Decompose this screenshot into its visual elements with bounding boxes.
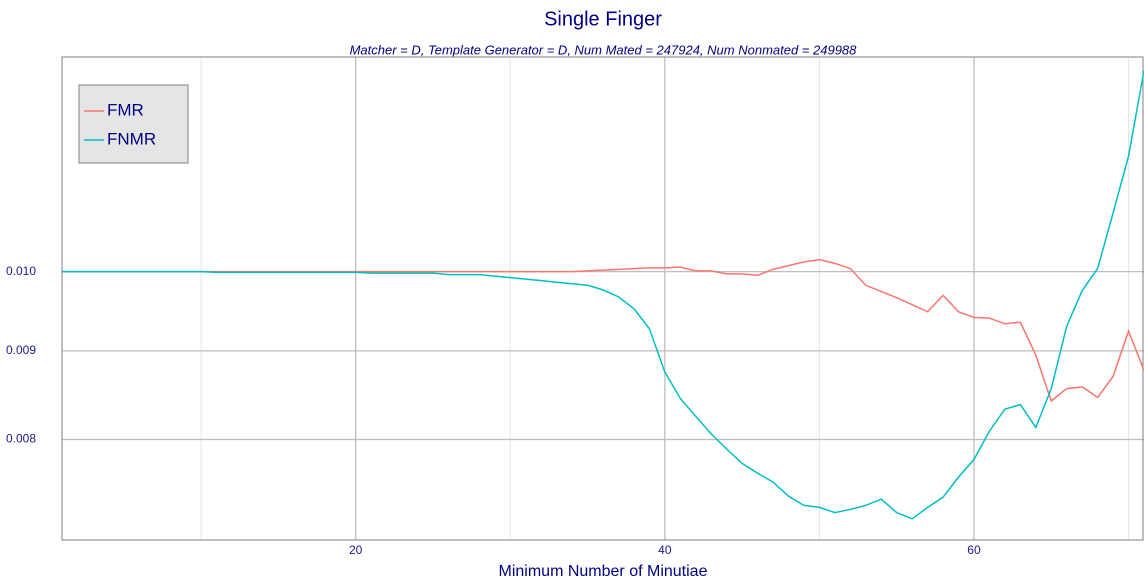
x-tick-label: 40 — [658, 543, 672, 557]
legend-label: FMR — [107, 100, 144, 119]
y-tick-label: 0.010 — [6, 264, 36, 278]
x-tick-label: 20 — [349, 543, 363, 557]
legend-box — [78, 84, 189, 164]
y-tick-label: 0.008 — [6, 432, 36, 446]
line-series — [62, 258, 1144, 403]
y-tick-label: 0.009 — [6, 343, 36, 357]
chart-title: Single Finger — [544, 8, 662, 30]
line-series — [62, 70, 1144, 520]
x-tick-label: 60 — [967, 543, 981, 557]
plot-border — [61, 56, 1144, 541]
chart-subtitle: Matcher = D, Template Generator = D, Num… — [350, 42, 858, 57]
legend-label: FNMR — [107, 129, 156, 148]
x-axis-label: Minimum Number of Minutiae — [499, 563, 708, 580]
